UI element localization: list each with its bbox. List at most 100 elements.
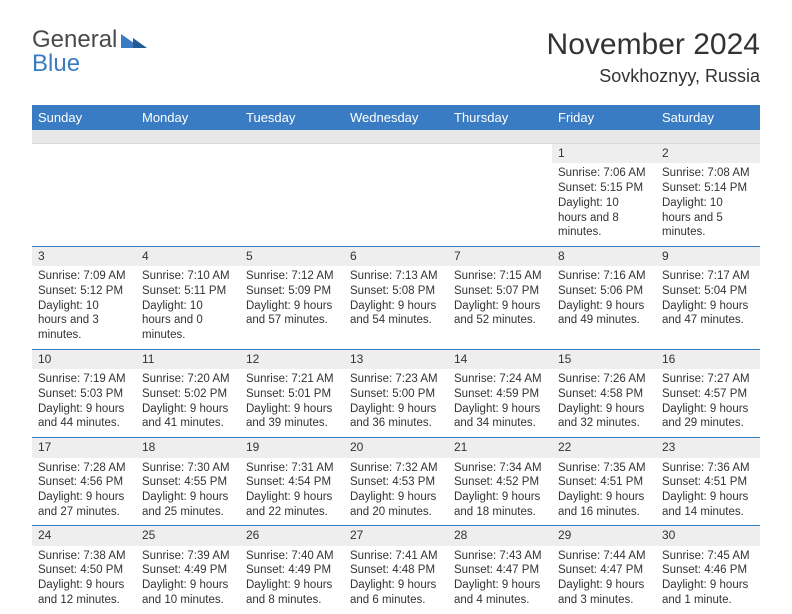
day-daylight: Daylight: 9 hours and 18 minutes.: [454, 490, 546, 519]
calendar-week: 17Sunrise: 7:28 AMSunset: 4:56 PMDayligh…: [32, 437, 760, 525]
day-sunset: Sunset: 5:11 PM: [142, 284, 234, 299]
day-daylight: Daylight: 9 hours and 39 minutes.: [246, 402, 338, 431]
day-sunrise: Sunrise: 7:17 AM: [662, 269, 754, 284]
day-sunrise: Sunrise: 7:09 AM: [38, 269, 130, 284]
day-sunrise: Sunrise: 7:16 AM: [558, 269, 650, 284]
day-sunset: Sunset: 4:51 PM: [662, 475, 754, 490]
day-number: 7: [448, 247, 552, 266]
day-sunset: Sunset: 5:02 PM: [142, 387, 234, 402]
calendar-day: 6Sunrise: 7:13 AMSunset: 5:08 PMDaylight…: [344, 247, 448, 349]
day-number: 6: [344, 247, 448, 266]
day-daylight: Daylight: 9 hours and 10 minutes.: [142, 578, 234, 607]
day-number: 1: [552, 144, 656, 163]
col-wednesday: Wednesday: [344, 105, 448, 130]
day-sunset: Sunset: 4:53 PM: [350, 475, 442, 490]
day-sunset: Sunset: 5:15 PM: [558, 181, 650, 196]
day-sunset: Sunset: 5:06 PM: [558, 284, 650, 299]
day-sunrise: Sunrise: 7:19 AM: [38, 372, 130, 387]
day-number: 27: [344, 526, 448, 545]
day-daylight: Daylight: 9 hours and 3 minutes.: [558, 578, 650, 607]
logo-text: General Blue: [32, 28, 117, 76]
calendar-day: 3Sunrise: 7:09 AMSunset: 5:12 PMDaylight…: [32, 247, 136, 349]
day-sunset: Sunset: 4:47 PM: [558, 563, 650, 578]
calendar-subheader: [32, 130, 760, 144]
calendar-day: .: [344, 144, 448, 246]
day-number: 5: [240, 247, 344, 266]
day-sunset: Sunset: 4:58 PM: [558, 387, 650, 402]
day-daylight: Daylight: 9 hours and 16 minutes.: [558, 490, 650, 519]
day-sunset: Sunset: 5:08 PM: [350, 284, 442, 299]
day-sunrise: Sunrise: 7:13 AM: [350, 269, 442, 284]
day-daylight: Daylight: 9 hours and 36 minutes.: [350, 402, 442, 431]
day-sunset: Sunset: 4:52 PM: [454, 475, 546, 490]
day-sunrise: Sunrise: 7:44 AM: [558, 549, 650, 564]
day-number: 21: [448, 438, 552, 457]
day-sunset: Sunset: 4:46 PM: [662, 563, 754, 578]
triangle-icon: [121, 30, 147, 52]
day-sunrise: Sunrise: 7:43 AM: [454, 549, 546, 564]
calendar-header-row: Sunday Monday Tuesday Wednesday Thursday…: [32, 105, 760, 130]
calendar-day: 14Sunrise: 7:24 AMSunset: 4:59 PMDayligh…: [448, 350, 552, 437]
day-number: 30: [656, 526, 760, 545]
day-sunrise: Sunrise: 7:10 AM: [142, 269, 234, 284]
day-sunrise: Sunrise: 7:23 AM: [350, 372, 442, 387]
day-sunrise: Sunrise: 7:45 AM: [662, 549, 754, 564]
calendar-day: 16Sunrise: 7:27 AMSunset: 4:57 PMDayligh…: [656, 350, 760, 437]
day-sunrise: Sunrise: 7:21 AM: [246, 372, 338, 387]
calendar-day: 27 Sunrise: 7:41 AMSunset: 4:48 PMDayligh…: [344, 526, 448, 613]
day-sunset: Sunset: 5:12 PM: [38, 284, 130, 299]
day-number: 12: [240, 350, 344, 369]
day-daylight: Daylight: 9 hours and 1 minute.: [662, 578, 754, 607]
day-sunset: Sunset: 5:00 PM: [350, 387, 442, 402]
calendar-day: 4Sunrise: 7:10 AMSunset: 5:11 PMDaylight…: [136, 247, 240, 349]
day-sunset: Sunset: 5:01 PM: [246, 387, 338, 402]
day-number: 17: [32, 438, 136, 457]
col-saturday: Saturday: [656, 105, 760, 130]
header: General Blue November 2024 Sovkhoznyy, R…: [32, 28, 760, 87]
day-number: 11: [136, 350, 240, 369]
day-number: 28: [448, 526, 552, 545]
calendar-day: 13 Sunrise: 7:23 AMSunset: 5:00 PMDayligh…: [344, 350, 448, 437]
day-number: 15: [552, 350, 656, 369]
day-daylight: Daylight: 9 hours and 44 minutes.: [38, 402, 130, 431]
day-sunrise: Sunrise: 7:41 AM: [350, 549, 442, 564]
day-sunset: Sunset: 4:49 PM: [246, 563, 338, 578]
day-sunset: Sunset: 4:50 PM: [38, 563, 130, 578]
day-sunset: Sunset: 4:54 PM: [246, 475, 338, 490]
day-sunset: Sunset: 4:55 PM: [142, 475, 234, 490]
calendar-day: 28Sunrise: 7:43 AMSunset: 4:47 PMDayligh…: [448, 526, 552, 613]
logo: General Blue: [32, 28, 147, 76]
day-sunset: Sunset: 5:09 PM: [246, 284, 338, 299]
day-daylight: Daylight: 10 hours and 8 minutes.: [558, 196, 650, 240]
day-number: 16: [656, 350, 760, 369]
day-daylight: Daylight: 9 hours and 49 minutes.: [558, 299, 650, 328]
calendar-day: 7Sunrise: 7:15 AMSunset: 5:07 PMDaylight…: [448, 247, 552, 349]
calendar-day: 10Sunrise: 7:19 AMSunset: 5:03 PMDayligh…: [32, 350, 136, 437]
day-sunrise: Sunrise: 7:15 AM: [454, 269, 546, 284]
day-sunrise: Sunrise: 7:27 AM: [662, 372, 754, 387]
day-sunrise: Sunrise: 7:20 AM: [142, 372, 234, 387]
day-sunrise: Sunrise: 7:32 AM: [350, 461, 442, 476]
day-sunrise: Sunrise: 7:24 AM: [454, 372, 546, 387]
day-daylight: Daylight: 9 hours and 41 minutes.: [142, 402, 234, 431]
day-daylight: Daylight: 9 hours and 6 minutes.: [350, 578, 442, 607]
calendar-day: 8Sunrise: 7:16 AMSunset: 5:06 PMDaylight…: [552, 247, 656, 349]
day-number: 13: [344, 350, 448, 369]
day-number: 24: [32, 526, 136, 545]
day-daylight: Daylight: 9 hours and 12 minutes.: [38, 578, 130, 607]
calendar-day: 17Sunrise: 7:28 AMSunset: 4:56 PMDayligh…: [32, 438, 136, 525]
calendar-day: 12 Sunrise: 7:21 AMSunset: 5:01 PMDayligh…: [240, 350, 344, 437]
day-daylight: Daylight: 9 hours and 57 minutes.: [246, 299, 338, 328]
calendar-day: .: [448, 144, 552, 246]
calendar-day: 9Sunrise: 7:17 AMSunset: 5:04 PMDaylight…: [656, 247, 760, 349]
day-sunset: Sunset: 4:48 PM: [350, 563, 442, 578]
col-thursday: Thursday: [448, 105, 552, 130]
day-sunrise: Sunrise: 7:36 AM: [662, 461, 754, 476]
day-daylight: Daylight: 9 hours and 20 minutes.: [350, 490, 442, 519]
calendar-day: 22Sunrise: 7:35 AMSunset: 4:51 PMDayligh…: [552, 438, 656, 525]
day-number: 4: [136, 247, 240, 266]
day-sunrise: Sunrise: 7:30 AM: [142, 461, 234, 476]
calendar-day: 24Sunrise: 7:38 AMSunset: 4:50 PMDayligh…: [32, 526, 136, 613]
col-friday: Friday: [552, 105, 656, 130]
day-sunset: Sunset: 4:49 PM: [142, 563, 234, 578]
